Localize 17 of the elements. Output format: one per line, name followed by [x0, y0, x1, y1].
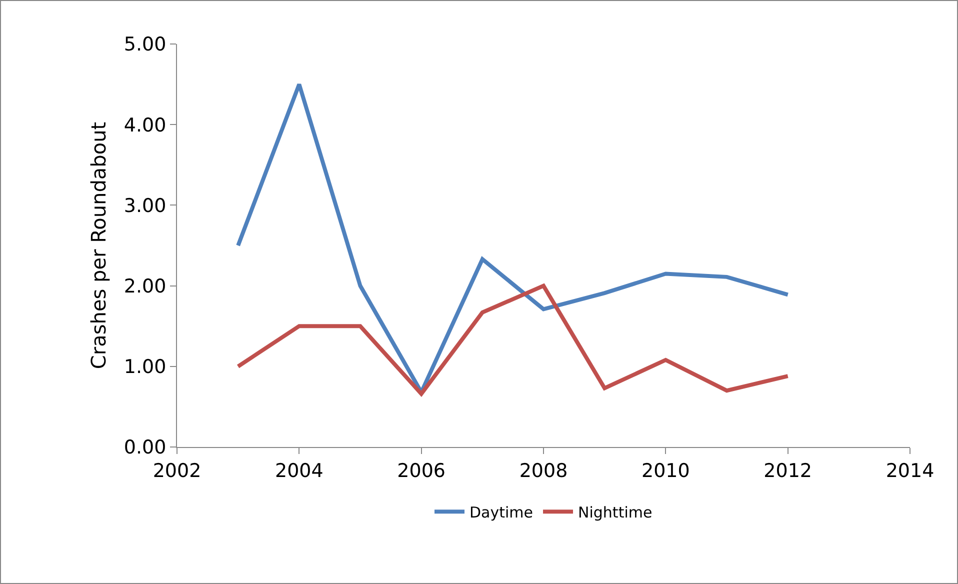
y-tick-label: 0.00: [124, 436, 166, 459]
x-tick-label: 2006: [397, 460, 446, 482]
x-tick-label: 2010: [641, 460, 690, 482]
x-tick-label: 2004: [274, 460, 324, 482]
line-series: [236, 284, 790, 396]
y-tick-label: 3.00: [124, 194, 166, 217]
y-tick-label: 4.00: [124, 114, 166, 136]
y-tick-label: 1.00: [124, 356, 166, 378]
y-tick-label: 5.00: [124, 34, 166, 56]
x-tick-label: 2002: [152, 460, 202, 482]
legend-label: Daytime: [470, 503, 534, 522]
legend-label: Nighttime: [578, 503, 652, 522]
y-axis-title: Crashes per Roundabout: [86, 122, 110, 370]
x-tick-label: 2012: [764, 460, 812, 482]
x-tick-label: 2008: [519, 460, 568, 482]
y-tick-label: 2.00: [124, 275, 166, 298]
x-tick-label: 2014: [886, 460, 934, 482]
